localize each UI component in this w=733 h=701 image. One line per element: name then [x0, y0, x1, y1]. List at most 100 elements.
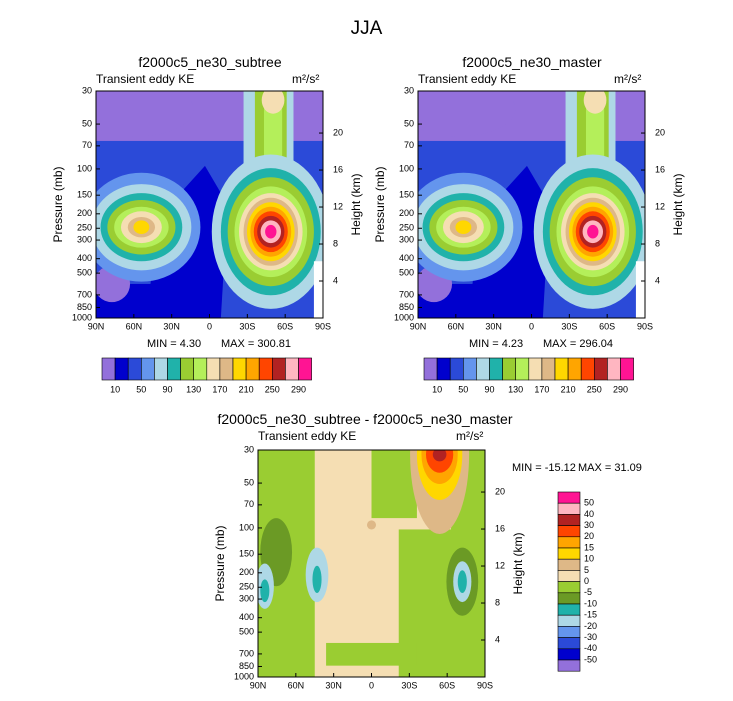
panel1-colorbar-box: [114, 357, 129, 381]
diff-colorbar-box: [557, 525, 581, 538]
panel1-colorbar-label: 250: [265, 384, 280, 394]
panel2-ytick-label: 850: [399, 302, 414, 312]
panel1-colorbar-box: [258, 357, 273, 381]
diff-rtick-label: 16: [495, 523, 505, 533]
diff-colorbar-box: [557, 514, 581, 526]
panel1-ytick-label: 50: [82, 118, 92, 128]
panel1-colorbar-box: [272, 357, 286, 381]
panel1-ytick-label: 200: [77, 208, 92, 218]
panel1-rtick-label: 12: [333, 201, 343, 211]
panel2-colorbar-box: [528, 357, 543, 381]
panel2-ylabel-right: Height (km): [671, 173, 685, 235]
panel1-ytick-label: 850: [77, 302, 92, 312]
diff-colorbar-label: -40: [584, 643, 597, 653]
panel1-ytick-label: 300: [77, 234, 92, 244]
diff-rtick-label: 12: [495, 560, 505, 570]
diff-ytick-label: 250: [239, 582, 254, 592]
panel2-ytick-label: 1000: [394, 312, 414, 322]
diff-xtick-label: 30S: [401, 680, 417, 690]
diff-colorbar-box: [557, 491, 581, 504]
diff-min: MIN = -15.12: [512, 462, 576, 474]
panel1-max: MAX = 300.81: [221, 338, 292, 350]
diff-colorbar-box: [557, 547, 581, 560]
panel1-colorbar-box: [180, 357, 194, 381]
diff-colorbar-label: 40: [584, 509, 594, 519]
panel2-rtick-label: 8: [655, 238, 660, 248]
panel1-colorbar-label: 170: [212, 384, 227, 394]
panel1-plot: 90N 60N 30N 0 30S 60S 90S 30 50 70 100 150 200 250300…: [51, 85, 363, 331]
panel2-colorbar-box: [515, 357, 530, 381]
panel1-colorbar-box: [285, 357, 299, 381]
panel1-ytick-label: 70: [82, 140, 92, 150]
panel1-xtick-label: 60S: [277, 321, 293, 331]
panel1-colorbar-box: [206, 357, 221, 381]
diff-ytick-label: 30: [244, 444, 254, 454]
contour-fill: [418, 91, 516, 137]
panel1-ytick-label: 500: [77, 268, 92, 278]
diff-colorbar-label: -20: [584, 621, 597, 631]
panel1-colorbar-box: [219, 357, 234, 381]
diff-ytick-label: 300: [239, 593, 254, 603]
panel2-ytick-label: 50: [404, 118, 414, 128]
diff-ytick-label: 50: [244, 477, 254, 487]
diff-colorbar-box: [557, 637, 581, 650]
panel1-colorbar-box: [193, 357, 208, 381]
diff-colorbar-box: [557, 592, 581, 605]
diff-rtick-label: 20: [495, 486, 505, 496]
panel1-colorbar-box: [101, 357, 116, 381]
diff-xtick-label: 60S: [439, 680, 455, 690]
panel2-units: m²/s²: [614, 72, 642, 86]
panel2-ytick-label: 100: [399, 163, 414, 173]
panel2-min: MIN = 4.23: [469, 338, 524, 350]
diff-colorbar-label: -50: [584, 654, 597, 664]
panel2-colorbar-label: 10: [432, 384, 442, 394]
diff-ytick-label: 70: [244, 499, 254, 509]
diff-colorbar-label: -10: [584, 598, 597, 608]
panel2-colorbar-box: [423, 357, 438, 381]
panel2-colorbar-box: [580, 357, 595, 381]
panel1-variable: Transient eddy KE: [96, 72, 195, 86]
panel2-plot: 90N 60N 30N 0 30S 60S 90S 30 50 70 100 150 200 250300…: [373, 85, 685, 331]
diff-ytick-label: 500: [239, 627, 254, 637]
diff-colorbar-box: [557, 570, 581, 582]
panel1-ylabel-right: Height (km): [349, 173, 363, 235]
panel2-ytick-label: 250: [399, 223, 414, 233]
panel2-xtick-label: 0: [529, 321, 534, 331]
panel2-rtick-label: 12: [655, 201, 665, 211]
diff-colorbar-label: 10: [584, 554, 594, 564]
diff-colorbar-label: -15: [584, 610, 597, 620]
panel2-colorbar-box: [462, 357, 477, 381]
diff-plot: 90N 60N 30N 0 30S 60S 90S 30 50 70 100 150 200 250300…: [213, 444, 525, 690]
panel2-xtick-label: 30N: [485, 321, 502, 331]
panel2-colorbar-label: 290: [613, 384, 628, 394]
panel2-colorbar-box: [594, 357, 608, 381]
panel2-ytick-label: 150: [399, 190, 414, 200]
panel1-colorbar-label: 130: [186, 384, 201, 394]
panel1-min: MIN = 4.30: [147, 338, 202, 350]
panel1-ytick-label: 150: [77, 190, 92, 200]
diff-ytick-label: 700: [239, 648, 254, 658]
missing-data: [635, 261, 645, 318]
missing-data: [313, 261, 323, 318]
diff-colorbar-box: [557, 603, 581, 616]
diff-ytick-label: 200: [239, 567, 254, 577]
panel1-colorbar-box: [232, 357, 247, 381]
diff-colorbar-box: [557, 536, 581, 549]
panel2-xtick-label: 60N: [448, 321, 465, 331]
panel1-colorbar-box: [127, 357, 142, 381]
panel2-ytick-label: 300: [399, 234, 414, 244]
panel2-colorbar-box: [554, 357, 569, 381]
nh-jet-contour: [455, 220, 472, 235]
diff-max: MAX = 31.09: [578, 462, 642, 474]
main-title: JJA: [350, 18, 383, 39]
panel1-xtick-label: 0: [207, 321, 212, 331]
sh-jet-contour: [587, 224, 599, 239]
panel1-colorbar-box: [245, 357, 260, 381]
diff-rtick-label: 8: [495, 597, 500, 607]
panel2-colorbar-box: [436, 357, 451, 381]
panel2-colorbar-box: [502, 357, 516, 381]
diff-ylabel-right: Height (km): [511, 532, 525, 594]
contour-fill: [260, 579, 270, 603]
panel2-colorbar-box: [620, 357, 634, 381]
panel2-rtick-label: 16: [655, 164, 665, 174]
